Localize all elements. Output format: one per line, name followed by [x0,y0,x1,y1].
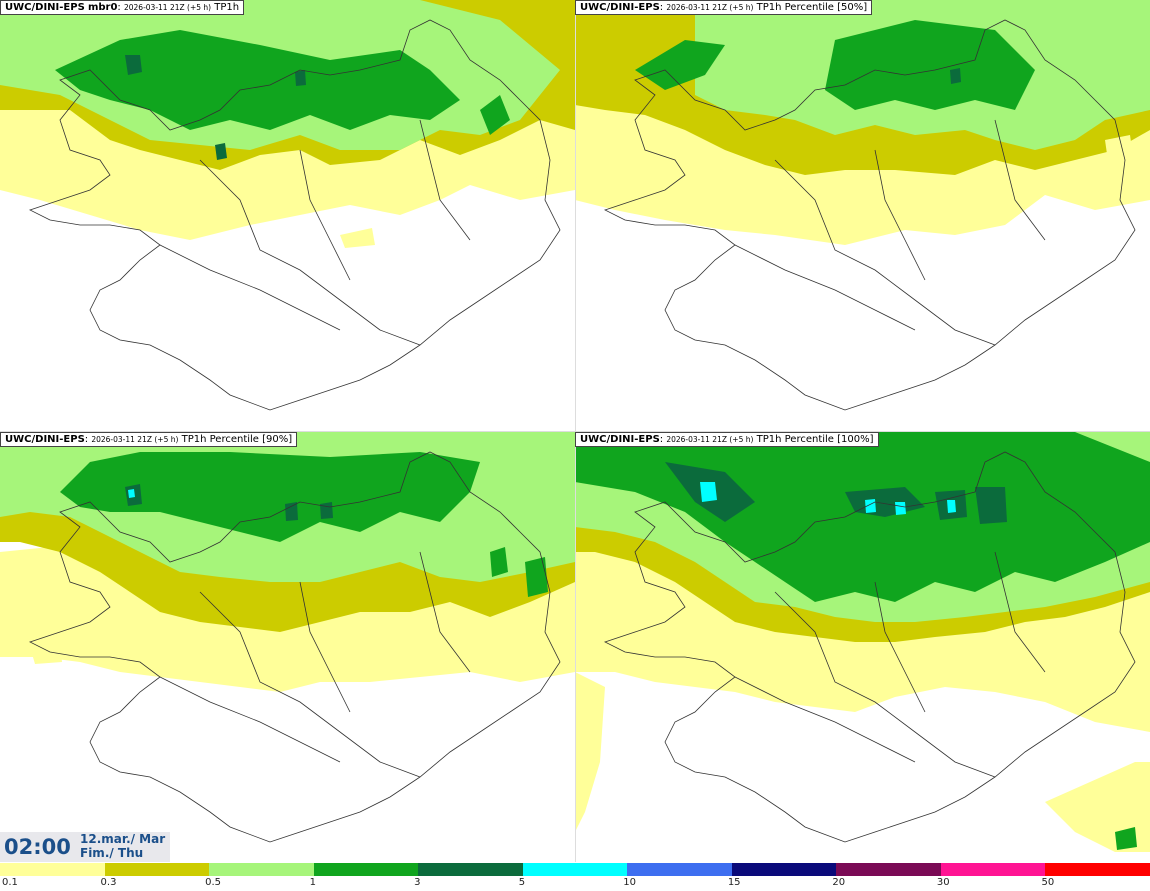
legend-tick-label: 0.5 [205,877,221,888]
legend-tick-label: 0.1 [2,877,18,888]
valid-time: 02:00 [4,835,71,859]
panel-title: UWC/DINI-EPS: 2026-03-11 21Z (+5 h) TP1h… [575,432,879,447]
legend-swatch [940,863,1046,876]
map-panel-p100: UWC/DINI-EPS: 2026-03-11 21Z (+5 h) TP1h… [575,432,1150,863]
field-label: TP1h Percentile [90%] [181,434,293,445]
legend-color-bar [0,863,1150,876]
field-label: TP1h Percentile [100%] [756,434,874,445]
precip-map-p90 [0,432,575,843]
legend-swatch [522,863,628,876]
map-panel-member0: UWC/DINI-EPS mbr0: 2026-03-11 21Z (+5 h)… [0,0,575,431]
field-label: TP1h Percentile [50%] [756,2,868,13]
legend-swatch [209,863,314,876]
run-label: 2026-03-11 21Z (+5 h) [666,435,754,444]
legend-swatch [1045,863,1150,876]
legend-tick-label: 30 [936,877,950,888]
legend-swatch [627,863,732,876]
panel-title: UWC/DINI-EPS mbr0: 2026-03-11 21Z (+5 h)… [0,0,245,15]
model-label: UWC/DINI-EPS [580,434,660,445]
run-label: 2026-03-11 21Z (+5 h) [91,435,179,444]
legend-tick-label: 10 [623,877,636,888]
valid-time-box: 02:00 12.mar./ Mar Fim./ Thu [0,832,170,862]
legend-tick-label: 0.3 [100,877,117,888]
valid-date-line1: 12.mar./ Mar [80,832,166,846]
model-label: UWC/DINI-EPS [580,2,660,13]
panel-divider-horizontal [0,431,1150,432]
run-label: 2026-03-11 21Z (+5 h) [123,3,212,12]
panel-title: UWC/DINI-EPS: 2026-03-11 21Z (+5 h) TP1h… [0,432,298,447]
legend-tick-label: 15 [727,877,741,888]
legend-swatch [731,863,837,876]
model-label: UWC/DINI-EPS [5,2,85,13]
model-label: UWC/DINI-EPS [5,434,85,445]
legend-tick-label: 5 [518,877,526,888]
precip-map-p100 [575,432,1150,852]
precip-color-legend: 0.1 0.3 0.5 1 3 5 10 15 20 30 50 [0,863,1150,891]
map-panel-p90: UWC/DINI-EPS: 2026-03-11 21Z (+5 h) TP1h… [0,432,575,863]
legend-tick-label: 1 [309,877,316,888]
legend-swatch [418,863,523,876]
precip-map-p50 [575,0,1150,411]
panel-title: UWC/DINI-EPS: 2026-03-11 21Z (+5 h) TP1h… [575,0,873,15]
legend-tick-label: 3 [414,877,421,888]
valid-date-line2: Fim./ Thu [80,846,144,860]
legend-swatch [313,863,419,876]
legend-tick-label: 50 [1041,877,1055,888]
run-label: 2026-03-11 21Z (+5 h) [666,3,754,12]
legend-swatch [0,863,105,876]
member-label: mbr0 [87,2,118,13]
legend-swatch [836,863,941,876]
precip-map-member0 [0,0,575,411]
field-label: TP1h [214,2,240,13]
map-panel-p50: UWC/DINI-EPS: 2026-03-11 21Z (+5 h) TP1h… [575,0,1150,431]
legend-tick-label: 20 [832,877,846,888]
legend-swatch [104,863,210,876]
